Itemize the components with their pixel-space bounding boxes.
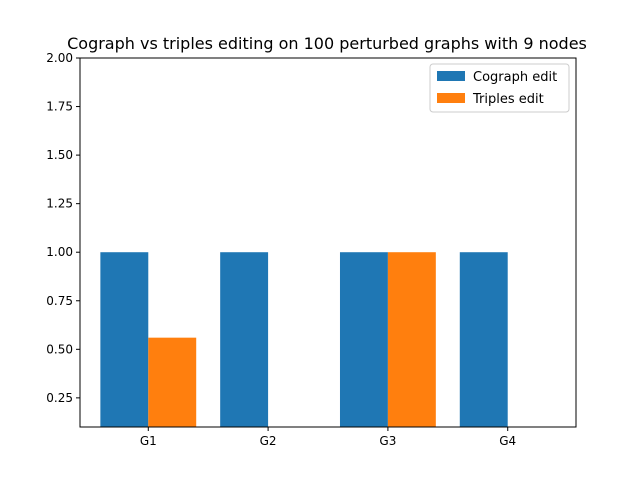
legend-label: Triples edit: [472, 92, 544, 107]
legend-swatch: [437, 93, 465, 103]
legend: Cograph edit Triples edit: [429, 63, 570, 113]
y-tick-label: 1.00: [46, 245, 73, 259]
bar-cograph-edit-g1: [100, 252, 149, 427]
legend-label: Cograph edit: [473, 70, 557, 85]
bar-triples-edit-g3: [387, 252, 436, 427]
y-tick-label: 0.75: [46, 294, 73, 308]
y-tick-label: 0.25: [46, 391, 73, 405]
bar-cograph-edit-g3: [339, 252, 388, 427]
plot-area: [100, 252, 508, 427]
y-tick-label: 0.50: [46, 342, 73, 356]
x-tick-label: G4: [499, 434, 516, 448]
y-tick-label: 2.00: [46, 51, 73, 65]
bar-triples-edit-g1: [148, 337, 197, 427]
chart-title: Cograph vs triples editing on 100 pertur…: [67, 34, 587, 53]
y-tick-label: 1.25: [46, 197, 73, 211]
x-axis: G1 G2 G3 G4: [140, 427, 516, 448]
y-axis: 0.25 0.50 0.75 1.00 1.25 1.50 1.75 2.00: [46, 51, 80, 405]
y-tick-label: 1.50: [46, 148, 73, 162]
bar-cograph-edit-g4: [459, 252, 508, 427]
x-tick-label: G2: [260, 434, 277, 448]
legend-swatch: [437, 71, 465, 81]
y-tick-label: 1.75: [46, 100, 73, 114]
bar-cograph-edit-g2: [220, 252, 269, 427]
plot-frame: [79, 57, 577, 428]
x-tick-label: G3: [379, 434, 396, 448]
x-tick-label: G1: [140, 434, 157, 448]
